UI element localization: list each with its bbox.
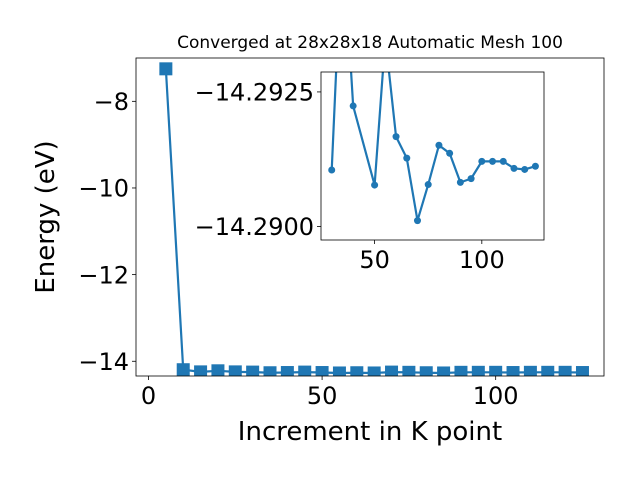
main-data-point [350,366,364,376]
main-data-point [315,366,329,376]
main-plot-frame [135,57,605,377]
main-data-point [228,365,242,376]
inset-y-tick-label: −14.2925 [195,79,314,107]
inset-data-point [413,217,421,225]
main-data-point [489,365,503,376]
main-data-point [263,366,277,376]
main-series [159,62,589,376]
main-data-point [194,365,208,376]
inset-data-point [478,157,486,165]
inset-data-point [531,162,539,170]
main-x-tick-label: 50 [307,382,338,410]
main-data-point [402,365,416,376]
inset-series [328,72,539,225]
main-y-tick-label: −10 [78,175,129,203]
inset-data-point [349,102,357,110]
main-data-point [523,365,537,376]
inset-data-point [456,178,464,186]
main-data-point [246,365,260,376]
main-y-tick-label: −8 [94,88,129,116]
inset-data-point [489,157,497,165]
main-data-point [575,366,589,376]
main-data-point [454,365,468,376]
main-x-axis-label: Increment in K point [238,417,502,447]
main-data-point [211,364,225,376]
inset-x-ticks: 50 100 [359,240,505,274]
main-data-point [332,366,346,376]
inset-data-point [467,175,475,183]
inset-data-point [403,154,411,162]
inset-data-point [424,181,432,189]
main-y-ticks: −8 −10 −12 −14 [78,88,136,376]
main-x-tick-label: 0 [141,382,156,410]
inset-chart: 50 100 −14.2925 −14.2900 [195,71,545,274]
main-y-tick-label: −12 [78,261,129,289]
main-data-point [280,366,294,376]
main-data-point [558,365,572,376]
main-data-point [541,365,555,376]
main-data-point [367,366,381,376]
inset-data-point [371,181,379,189]
inset-data-point [446,149,454,157]
main-data-point [385,365,399,376]
main-y-tick-label: −14 [78,348,129,376]
main-x-tick-label: 100 [473,382,519,410]
inset-data-point [510,164,518,172]
inset-data-point [392,133,400,141]
inset-data-point [521,165,529,173]
inset-plot-frame [320,71,545,241]
main-y-axis-label: Energy (eV) [31,140,61,293]
inset-data-point [328,166,336,174]
main-data-point [419,366,433,376]
inset-y-ticks: −14.2925 −14.2900 [195,79,321,241]
main-chart-title: Converged at 28x28x18 Automatic Mesh 100 [177,33,563,53]
main-data-point [471,365,485,376]
inset-y-tick-label: −14.2900 [195,213,314,241]
main-x-ticks: 0 50 100 [141,376,519,410]
main-data-point [437,366,451,376]
inset-data-point [499,157,507,165]
inset-x-tick-label: 50 [359,246,390,274]
inset-data-point [435,141,443,149]
main-data-point [298,365,312,376]
main-data-point [506,366,520,376]
inset-x-tick-label: 100 [459,246,505,274]
main-data-point [159,62,173,76]
main-data-point [176,363,190,376]
inset-plot-area [321,72,544,240]
